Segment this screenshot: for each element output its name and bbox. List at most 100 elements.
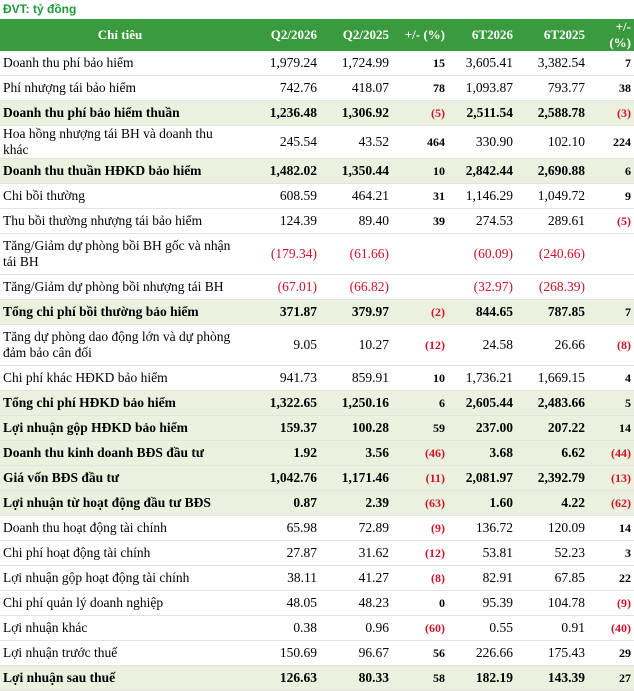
row-label: Chi bồi thường — [0, 183, 240, 209]
cell-6t2025: 175.43 — [516, 640, 588, 666]
cell-6t2025: 6.62 — [516, 440, 588, 466]
cell-6t2026: 2,842.44 — [448, 158, 516, 184]
cell-6t2026: 53.81 — [448, 540, 516, 566]
cell-q2-2026: 0.38 — [240, 615, 320, 641]
cell-change-half: 14 — [588, 515, 634, 541]
cell-q2-2025: 41.27 — [320, 565, 392, 591]
table-row: Doanh thu phí bảo hiểm 1,979.24 1,724.99 15… — [0, 51, 634, 76]
cell-change-quarter: 15 — [392, 51, 448, 76]
cell-6t2025: 793.77 — [516, 75, 588, 101]
cell-change-quarter: (12) — [392, 540, 448, 566]
cell-6t2026: 844.65 — [448, 299, 516, 325]
table-row: Lợi nhuận sau thuế 126.63 80.33 58 182.19 143… — [0, 665, 634, 691]
table-row: Doanh thu hoạt động tài chính 65.98 72.89(… — [0, 515, 634, 541]
cell-change-half: 5 — [588, 390, 634, 416]
cell-q2-2026: 65.98 — [240, 515, 320, 541]
cell-6t2026: (32.97) — [448, 274, 516, 300]
cell-6t2026: 226.66 — [448, 640, 516, 666]
cell-6t2025: 1,049.72 — [516, 183, 588, 209]
cell-change-half — [588, 233, 634, 275]
cell-change-half: 3 — [588, 540, 634, 566]
cell-q2-2025: 89.40 — [320, 208, 392, 234]
cell-6t2025: 787.85 — [516, 299, 588, 325]
table-row: Lợi nhuận trước thuế 150.69 96.67 56 226.66 1… — [0, 640, 634, 666]
cell-q2-2025: 80.33 — [320, 665, 392, 691]
cell-change-quarter: 78 — [392, 75, 448, 101]
cell-q2-2025: 1,724.99 — [320, 51, 392, 76]
row-label: Lợi nhuận từ hoạt động đầu tư BĐS — [0, 490, 240, 516]
cell-change-quarter: 10 — [392, 158, 448, 184]
cell-q2-2026: 1,322.65 — [240, 390, 320, 416]
table-row: Tổng chi phí HĐKD bảo hiểm 1,322.65 1,250.… — [0, 390, 634, 416]
cell-change-quarter: (2) — [392, 299, 448, 325]
cell-change-quarter: 39 — [392, 208, 448, 234]
table-row: Chi phí khác HĐKD bảo hiểm 941.73 859.91 10… — [0, 365, 634, 391]
row-label: Doanh thu kinh doanh BĐS đầu tư — [0, 440, 240, 466]
row-label: Doanh thu phí bảo hiểm thuần — [0, 100, 240, 126]
cell-6t2025: 1,669.15 — [516, 365, 588, 391]
cell-6t2025: 104.78 — [516, 590, 588, 616]
cell-6t2026: 1,093.87 — [448, 75, 516, 101]
table-row: Tổng chi phí bồi thường bảo hiểm 371.87 37… — [0, 299, 634, 325]
cell-q2-2025: 1,350.44 — [320, 158, 392, 184]
cell-change-half: (13) — [588, 465, 634, 491]
cell-q2-2026: 1.92 — [240, 440, 320, 466]
table-row: Lợi nhuận gộp hoạt động tài chính 38.11 41… — [0, 565, 634, 591]
cell-change-half: 29 — [588, 640, 634, 666]
table-row: Doanh thu thuần HĐKD bảo hiểm 1,482.02 1,3… — [0, 158, 634, 184]
cell-6t2026: 1,146.29 — [448, 183, 516, 209]
cell-q2-2025: 43.52 — [320, 125, 392, 159]
cell-q2-2026: 371.87 — [240, 299, 320, 325]
cell-6t2025: 0.91 — [516, 615, 588, 641]
row-label: Thu bồi thường nhượng tái bảo hiểm — [0, 208, 240, 234]
cell-change-quarter: 58 — [392, 665, 448, 691]
cell-q2-2026: 245.54 — [240, 125, 320, 159]
cell-change-half: (62) — [588, 490, 634, 516]
table-row: Doanh thu phí bảo hiểm thuần 1,236.48 1,30… — [0, 100, 634, 126]
cell-change-quarter: 464 — [392, 125, 448, 159]
cell-q2-2025: 1,250.16 — [320, 390, 392, 416]
row-label: Doanh thu hoạt động tài chính — [0, 515, 240, 541]
row-label: Tổng chi phí bồi thường bảo hiểm — [0, 299, 240, 325]
cell-6t2025: 2,690.88 — [516, 158, 588, 184]
table-row: Lợi nhuận từ hoạt động đầu tư BĐS 0.87 2.3… — [0, 490, 634, 516]
cell-change-half: 7 — [588, 299, 634, 325]
cell-q2-2026: 48.05 — [240, 590, 320, 616]
row-label: Lợi nhuận khác — [0, 615, 240, 641]
cell-change-half: 6 — [588, 158, 634, 184]
cell-change-half: 7 — [588, 51, 634, 76]
cell-6t2025: 120.09 — [516, 515, 588, 541]
header-6t2026: 6T2026 — [448, 19, 516, 51]
row-label: Tăng/Giảm dự phòng bồi nhượng tái BH — [0, 274, 240, 300]
cell-6t2025: 3,382.54 — [516, 51, 588, 76]
table-row: Lợi nhuận gộp HĐKD bảo hiểm 159.37 100.28 5… — [0, 415, 634, 441]
financial-table: Chỉ tiêu Q2/2026 Q2/2025 +/- (%) 6T2026 … — [0, 19, 634, 691]
cell-6t2026: 274.53 — [448, 208, 516, 234]
cell-q2-2025: 2.39 — [320, 490, 392, 516]
cell-change-quarter: (12) — [392, 324, 448, 366]
row-label: Lợi nhuận gộp HĐKD bảo hiểm — [0, 415, 240, 441]
cell-change-half — [588, 274, 634, 300]
cell-change-quarter: 0 — [392, 590, 448, 616]
cell-change-quarter: (9) — [392, 515, 448, 541]
cell-q2-2025: 100.28 — [320, 415, 392, 441]
cell-change-quarter: 6 — [392, 390, 448, 416]
cell-6t2026: 136.72 — [448, 515, 516, 541]
cell-6t2026: 95.39 — [448, 590, 516, 616]
cell-6t2025: (240.66) — [516, 233, 588, 275]
cell-q2-2025: 464.21 — [320, 183, 392, 209]
cell-6t2025: 2,588.78 — [516, 100, 588, 126]
cell-change-quarter: (11) — [392, 465, 448, 491]
row-label: Tăng dự phòng dao động lớn và dự phòng đ… — [0, 324, 240, 366]
table-row: Phí nhượng tái bảo hiểm 742.76 418.07 78 1,0… — [0, 75, 634, 101]
cell-6t2026: 330.90 — [448, 125, 516, 159]
cell-change-half: 14 — [588, 415, 634, 441]
cell-change-half: 38 — [588, 75, 634, 101]
cell-q2-2026: 126.63 — [240, 665, 320, 691]
cell-q2-2026: 0.87 — [240, 490, 320, 516]
table-row: Chi phí hoạt động tài chính 27.87 31.62 (12… — [0, 540, 634, 566]
cell-q2-2026: 742.76 — [240, 75, 320, 101]
row-label: Chi phí khác HĐKD bảo hiểm — [0, 365, 240, 391]
cell-q2-2026: 1,482.02 — [240, 158, 320, 184]
cell-q2-2025: 31.62 — [320, 540, 392, 566]
